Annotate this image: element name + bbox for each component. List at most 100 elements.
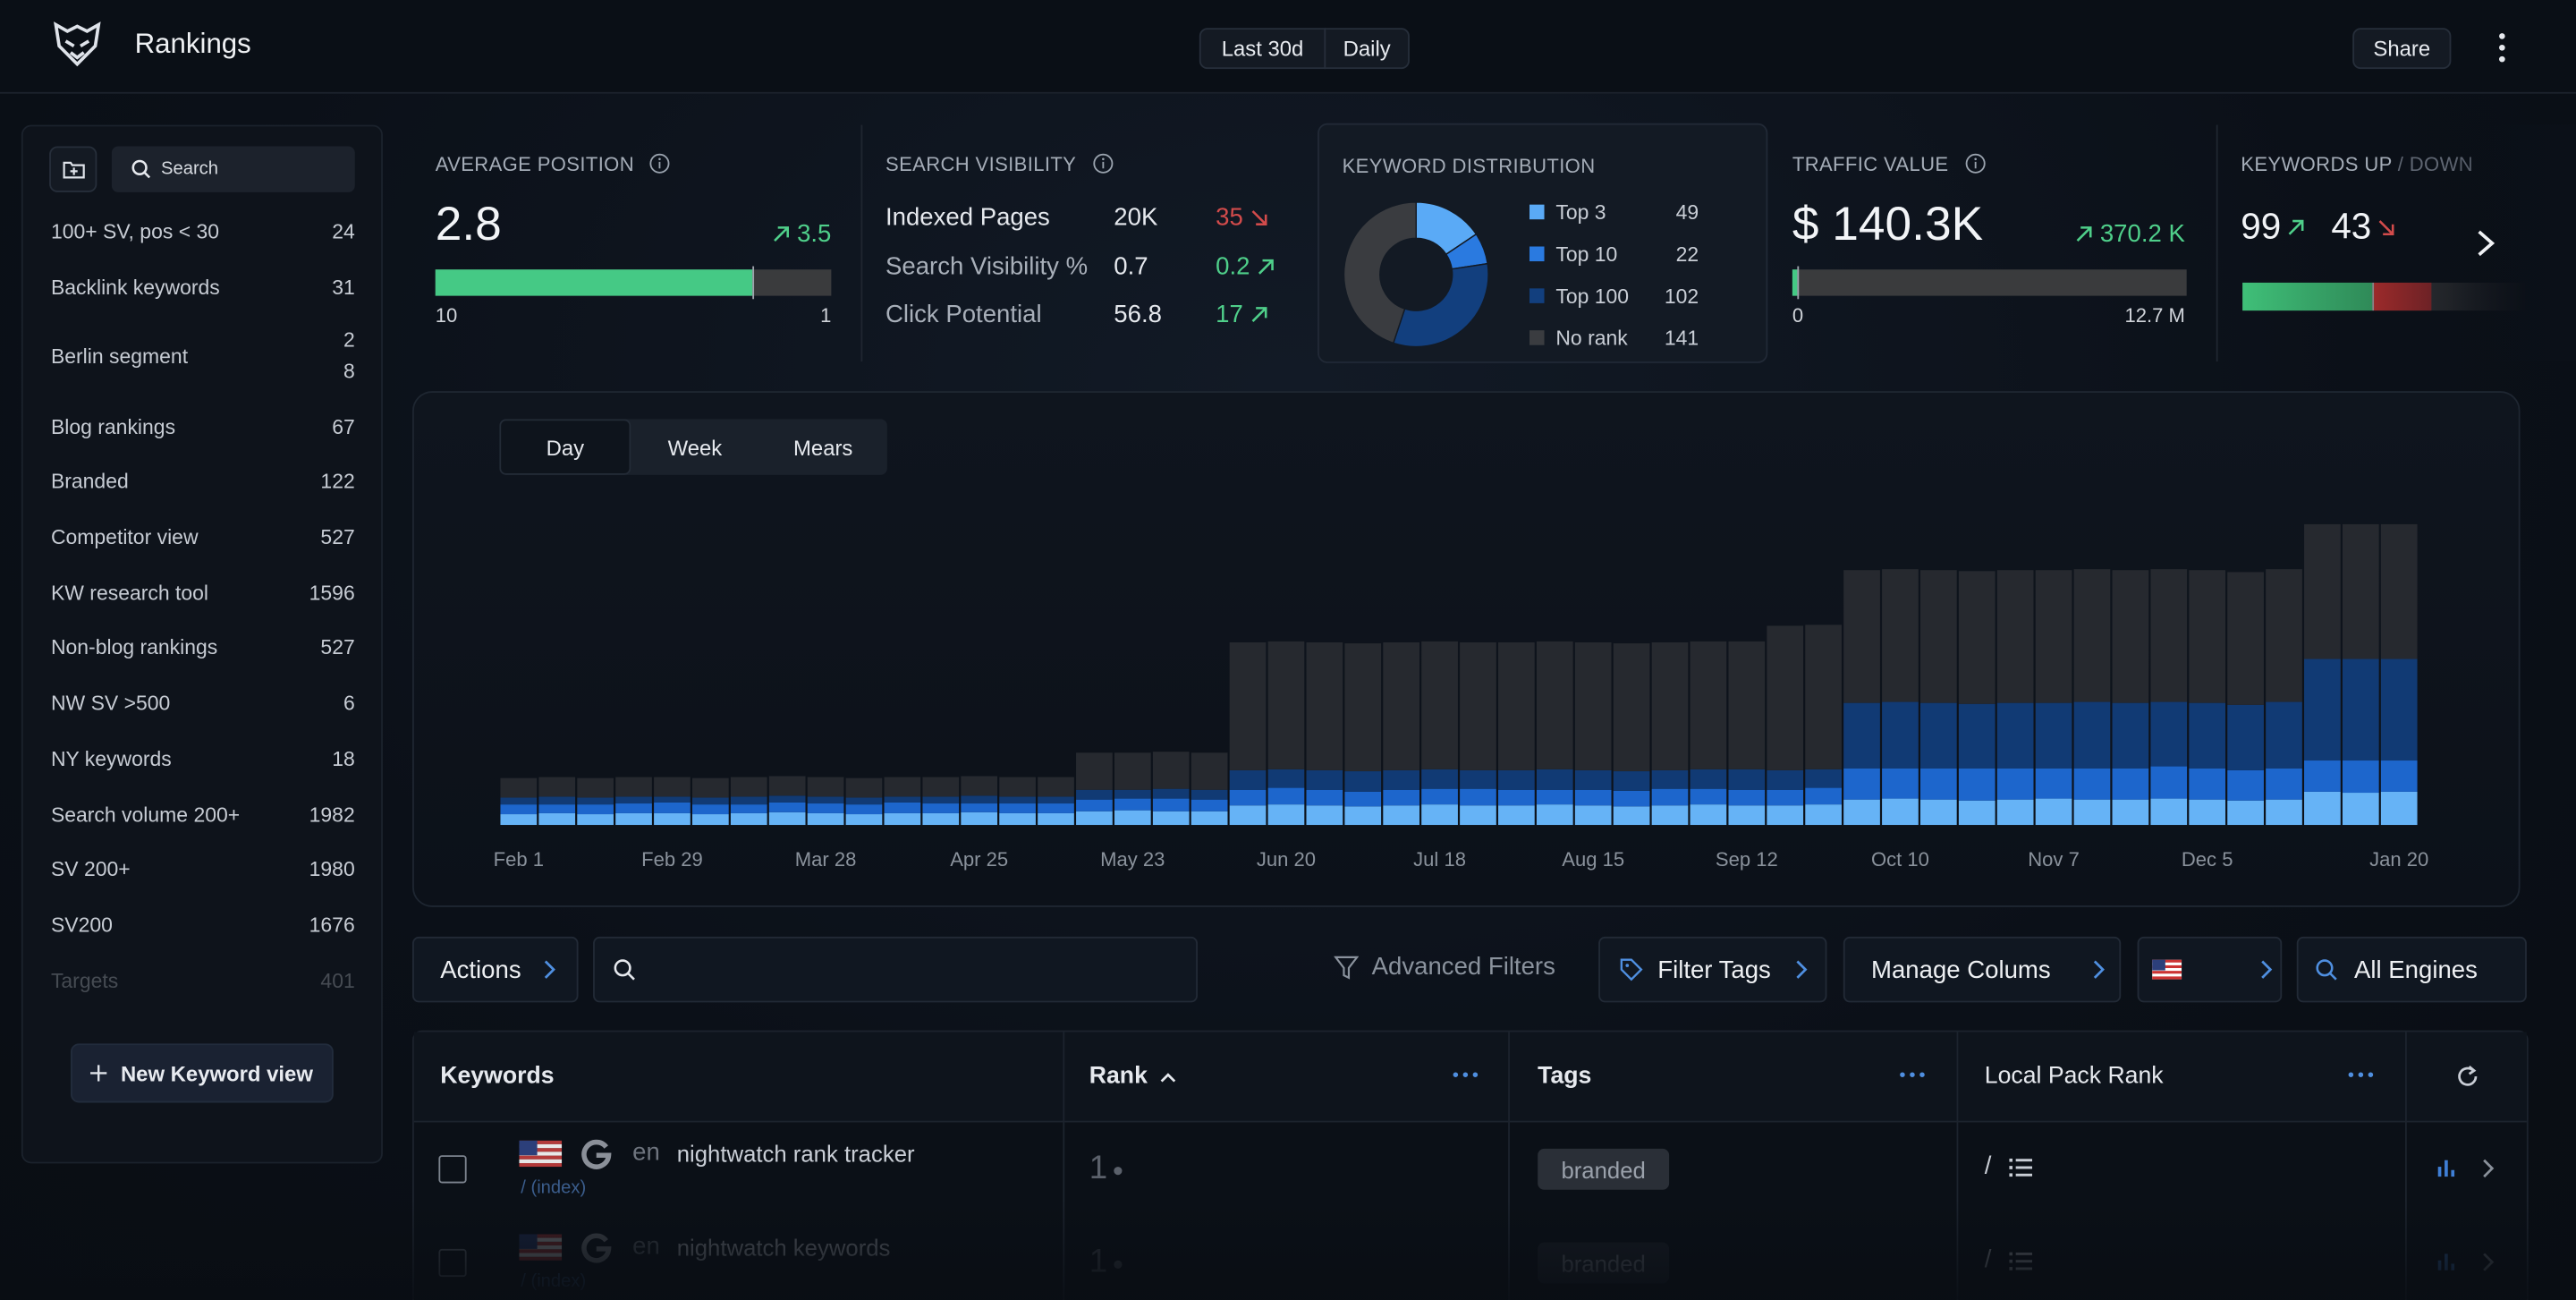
traffic-value: $ 140.3K [1792, 199, 1984, 252]
column-header[interactable]: Keywords [440, 1063, 555, 1090]
bar-segment [1536, 641, 1573, 769]
bar-segment [654, 812, 691, 826]
view-item[interactable]: NW SV >500 6 [51, 675, 355, 731]
bar-segment [1383, 789, 1420, 806]
advanced-filters[interactable]: Advanced Filters [1334, 953, 1555, 981]
engine-icon [581, 1139, 612, 1169]
bar-segment [845, 814, 883, 826]
bar-segment [884, 802, 921, 813]
view-item[interactable]: NY keywords 18 [51, 731, 355, 786]
row-chevron[interactable] [2482, 1159, 2496, 1178]
bar-segment [1728, 769, 1766, 790]
column-header-label: Rank [1089, 1063, 1148, 1090]
table-search[interactable] [593, 936, 1198, 1003]
view-item[interactable]: Non-blog rankings 527 [51, 621, 355, 676]
column-divider [1508, 1032, 1510, 1300]
history-icon[interactable] [2435, 1157, 2458, 1180]
column-header[interactable]: Rank [1089, 1063, 1177, 1090]
arrow [1251, 307, 1267, 322]
share-button[interactable]: Share [2352, 28, 2452, 70]
view-item[interactable]: Blog rankings 67 [51, 399, 355, 455]
manage-columns-button[interactable]: Manage Colums [1843, 936, 2122, 1003]
tab[interactable]: Mears [793, 434, 853, 460]
new-folder-button[interactable] [49, 146, 97, 192]
view-name: Search volume 200+ [50, 803, 241, 827]
view-item[interactable]: Targets 401 [51, 953, 355, 998]
view-item[interactable]: Branded 122 [51, 455, 355, 510]
view-item[interactable]: KW research tool 1596 [51, 565, 355, 621]
filter-tags-button[interactable]: Filter Tags [1598, 936, 1827, 1003]
us-flag [519, 1140, 563, 1168]
rank-dot [1114, 1167, 1123, 1176]
sidebar [21, 124, 383, 1164]
info-icon[interactable] [1092, 153, 1114, 174]
bar-segment [1536, 769, 1573, 790]
interval-button[interactable]: Daily [1324, 28, 1410, 70]
view-count: 24 [332, 219, 355, 243]
bar-segment [1152, 788, 1190, 799]
url-path: / (index) [521, 1177, 587, 1198]
bar-segment [730, 812, 767, 826]
view-item[interactable]: Backlink keywords 31 [51, 259, 355, 315]
page-title: Rankings [134, 28, 251, 60]
view-item[interactable]: 100+ SV, pos < 30 24 [51, 204, 355, 259]
column-menu[interactable] [1899, 1072, 1925, 1078]
tab[interactable]: Day [499, 419, 631, 475]
column-menu[interactable] [2348, 1072, 2374, 1078]
info-icon[interactable] [649, 153, 671, 174]
column-menu[interactable] [1453, 1072, 1479, 1078]
column-header[interactable]: Tags [1538, 1063, 1592, 1090]
refresh-button[interactable] [2454, 1063, 2480, 1089]
bar-segment [2150, 701, 2188, 767]
bar-segment [1613, 806, 1650, 826]
row-checkbox[interactable] [438, 1155, 467, 1184]
bar-segment [1306, 642, 1343, 770]
language: en [632, 1138, 660, 1168]
column-header[interactable]: Local Pack Rank [1984, 1063, 2164, 1090]
view-count: 1980 [309, 858, 355, 881]
x-tick-label: Aug 15 [1562, 848, 1624, 871]
bar-segment [2189, 799, 2226, 826]
view-name: Blog rankings [50, 415, 176, 438]
bar-segment [577, 814, 614, 826]
logo[interactable] [53, 21, 102, 67]
info-icon[interactable] [1965, 153, 1987, 174]
view-item[interactable]: Search volume 200+ 1982 [51, 786, 355, 842]
actions-button[interactable]: Actions [412, 936, 579, 1003]
bar-chart: Feb 1 Feb 29 Mar 28 Apr 25 May 23 Jun 20 Jul 1… [494, 523, 2428, 871]
bar-segment [1114, 810, 1151, 826]
bar-segment [1383, 769, 1420, 790]
change: 3.5 [773, 220, 831, 248]
bar-segment [2342, 760, 2379, 794]
column-divider [1063, 1032, 1065, 1300]
view-count: 18 [332, 747, 355, 771]
new-view-label: New Keyword view [120, 1060, 313, 1086]
bar-segment [1306, 805, 1343, 826]
bar-segment [768, 802, 806, 812]
metric-label: Search Visibility % [885, 252, 1089, 282]
tab[interactable]: Week [667, 434, 723, 460]
range-button[interactable]: Last 30d [1199, 28, 1326, 70]
bar-segment [845, 797, 883, 805]
new-view-button[interactable]: New Keyword view [70, 1043, 334, 1103]
view-item[interactable]: Competitor view 527 [51, 510, 355, 565]
bar-segment [2342, 658, 2379, 761]
bar-segment [1690, 788, 1727, 805]
view-item[interactable]: SV200 1676 [51, 897, 355, 953]
arrow [2379, 219, 2395, 235]
donut-chart: Top 3 49 Top 10 22 Top 100 102 No rank 141 [1343, 200, 1699, 350]
bar-segment [845, 777, 883, 798]
next-button[interactable] [2474, 228, 2497, 258]
engines-button[interactable]: All Engines [2296, 936, 2527, 1003]
country-button[interactable] [2137, 936, 2283, 1003]
bar-segment [1613, 643, 1650, 772]
view-item[interactable]: SV 200+ 1980 [51, 842, 355, 897]
bar-segment [1536, 789, 1573, 805]
sidebar-search[interactable]: Search [111, 146, 355, 192]
view-item[interactable]: Berlin segment 28 [51, 315, 355, 400]
filter-tags-label: Filter Tags [1657, 956, 1771, 984]
menu-button[interactable] [2494, 30, 2510, 65]
bar-segment [1690, 804, 1727, 826]
bar-segment [1038, 796, 1074, 804]
